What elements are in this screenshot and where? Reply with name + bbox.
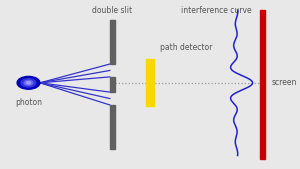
Circle shape	[21, 79, 36, 87]
Bar	[110, 20, 115, 64]
Text: interference curve: interference curve	[181, 6, 251, 15]
Bar	[260, 10, 265, 159]
Text: screen: screen	[272, 78, 297, 87]
Circle shape	[24, 80, 33, 85]
Circle shape	[17, 76, 40, 89]
Bar	[146, 59, 154, 106]
Bar	[110, 105, 115, 149]
Text: double slit: double slit	[92, 6, 133, 15]
Text: path detector: path detector	[160, 43, 213, 52]
Circle shape	[26, 82, 31, 84]
Bar	[110, 77, 115, 92]
Text: photon: photon	[15, 98, 42, 107]
